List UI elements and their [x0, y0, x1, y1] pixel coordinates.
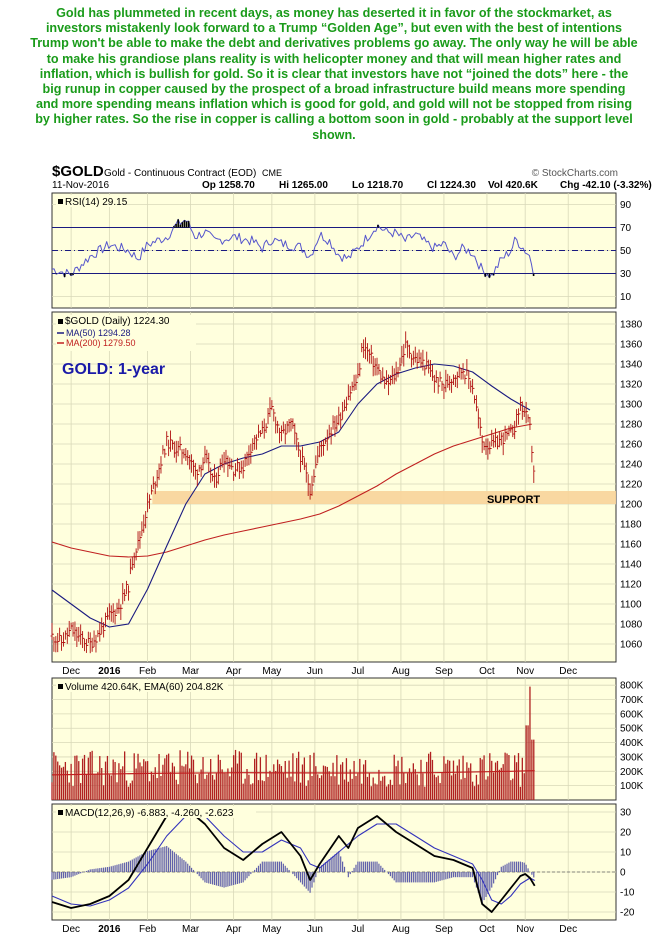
volume-legend-swatch	[58, 684, 63, 689]
low-value: Lo 1218.70	[352, 180, 404, 191]
x-tick-label: Dec	[559, 924, 577, 935]
y-tick-label: 1060	[620, 640, 643, 651]
x-tick-label: Apr	[226, 666, 242, 677]
close-value: Cl 1224.30	[427, 180, 476, 191]
y-tick-label: 700K	[620, 695, 644, 706]
x-tick-label: Dec	[62, 666, 80, 677]
x-tick-label: Nov	[516, 924, 534, 935]
rsi-legend-bg	[56, 195, 126, 207]
price-legend-bg	[56, 315, 196, 351]
ma200-line	[51, 423, 531, 558]
x-tick-label: Dec	[559, 666, 577, 677]
y-tick-label: 1380	[620, 320, 643, 331]
y-tick-label: 1300	[620, 400, 643, 411]
y-tick-label: 500K	[620, 724, 644, 735]
x-tick-label: 2016	[98, 924, 121, 935]
x-tick-label: Sep	[435, 666, 453, 677]
y-tick-label: 70	[620, 223, 632, 234]
support-label: SUPPORT	[487, 494, 540, 506]
y-tick-label: 200K	[620, 767, 644, 778]
y-tick-label: 1120	[620, 580, 642, 591]
chart-symbol: $GOLD	[52, 163, 104, 180]
support-band	[152, 491, 617, 504]
y-tick-label: -20	[620, 908, 635, 919]
x-tick-label: May	[262, 666, 281, 677]
volume-ema-line	[51, 770, 535, 776]
y-tick-label: 1160	[620, 540, 642, 551]
y-tick-label: 300K	[620, 752, 644, 763]
y-tick-label: 20	[620, 828, 632, 839]
volume-legend-bg	[56, 680, 228, 692]
open-value: Op 1258.70	[202, 180, 255, 191]
macd-legend-bg	[56, 806, 256, 818]
y-tick-label: 1340	[620, 360, 643, 371]
y-tick-label: 1260	[620, 440, 643, 451]
x-tick-label: Dec	[62, 924, 80, 935]
rsi-legend-swatch	[58, 199, 63, 204]
x-tick-label: Nov	[516, 666, 534, 677]
y-tick-label: 1220	[620, 480, 643, 491]
chart-date: 11-Nov-2016	[52, 180, 110, 191]
y-tick-label: 1240	[620, 460, 643, 471]
y-tick-label: 10	[620, 848, 632, 859]
y-tick-label: 1200	[620, 500, 643, 511]
x-tick-label: Sep	[435, 924, 453, 935]
x-tick-label: Jun	[307, 666, 323, 677]
price-legend-gold: $GOLD (Daily) 1224.30	[65, 316, 170, 327]
macd-legend-swatch	[58, 810, 63, 815]
y-tick-label: 1360	[620, 340, 643, 351]
x-tick-label: Jul	[351, 666, 364, 677]
x-tick-label: Oct	[479, 924, 495, 935]
ma200-legend: MA(200) 1279.50	[66, 338, 136, 348]
chart-title: GOLD: 1-year	[62, 361, 165, 378]
chart-exchange: CME	[262, 168, 282, 178]
y-tick-label: 1320	[620, 380, 643, 391]
y-tick-label: 400K	[620, 738, 644, 749]
volume-legend: Volume 420.64K, EMA(60) 204.82K	[65, 682, 224, 693]
commentary-text: Gold has plummeted in recent days, as mo…	[30, 6, 638, 142]
y-tick-label: 30	[620, 269, 632, 280]
y-tick-label: 800K	[620, 681, 644, 692]
x-tick-label: Jun	[307, 924, 323, 935]
chart-panels: 90 70 50 30 10 RSI(14) 29.15 1380 1360 1340 1320 1…	[50, 192, 644, 935]
x-tick-label: May	[262, 924, 281, 935]
x-tick-label: Apr	[226, 924, 242, 935]
y-tick-label: 0	[620, 868, 626, 879]
price-legend-swatch	[58, 319, 63, 324]
y-tick-label: 1100	[620, 600, 642, 611]
macd-signal-line	[51, 815, 535, 907]
x-tick-label: Oct	[479, 666, 495, 677]
ma50-legend: MA(50) 1294.28	[66, 328, 131, 338]
volume-value: Vol 420.6K	[488, 180, 539, 191]
y-tick-label: 30	[620, 808, 632, 819]
change-value: Chg -42.10 (-3.32%)	[560, 180, 652, 191]
y-tick-label: 90	[620, 200, 632, 211]
chart-description: Gold - Continuous Contract (EOD)	[104, 168, 256, 179]
macd-line	[51, 807, 536, 913]
x-tick-label: Mar	[182, 924, 200, 935]
stockcharts-watermark: © StockCharts.com	[532, 168, 618, 179]
y-tick-label: 600K	[620, 709, 644, 720]
rsi-legend: RSI(14) 29.15	[65, 197, 128, 208]
x-tick-label: Aug	[392, 924, 410, 935]
y-tick-label: 50	[620, 246, 632, 257]
y-tick-label: 100K	[620, 781, 644, 792]
high-value: Hi 1265.00	[279, 180, 328, 191]
x-tick-label: Feb	[139, 666, 157, 677]
y-tick-label: -10	[620, 888, 635, 899]
x-tick-label: Aug	[392, 666, 410, 677]
y-tick-label: 10	[620, 292, 632, 303]
y-tick-label: 1180	[620, 520, 642, 531]
y-tick-label: 1080	[620, 620, 643, 631]
macd-legend: MACD(12,26,9) -6.883, -4.260, -2.623	[65, 808, 234, 819]
x-tick-label: Mar	[182, 666, 200, 677]
x-tick-label: 2016	[98, 666, 121, 677]
y-tick-label: 1280	[620, 420, 643, 431]
rsi-line	[51, 218, 535, 279]
ma50-line	[51, 363, 531, 628]
x-tick-label: Feb	[139, 924, 157, 935]
y-tick-label: 1140	[620, 560, 642, 571]
x-tick-label: Jul	[351, 924, 364, 935]
